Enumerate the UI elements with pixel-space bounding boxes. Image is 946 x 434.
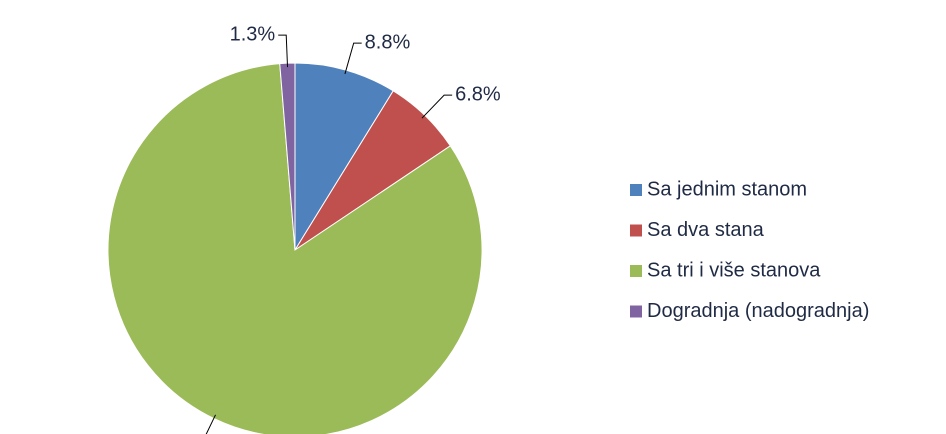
legend-swatch xyxy=(630,184,642,196)
leader-line xyxy=(205,414,216,434)
leader-line xyxy=(344,42,362,75)
data-label: 83.1% xyxy=(134,432,191,434)
legend-label: Sa tri i više stanova xyxy=(647,259,821,281)
leader-line xyxy=(278,34,289,68)
legend-label: Sa dva stana xyxy=(647,219,765,241)
data-label: 1.3% xyxy=(230,23,276,45)
data-label: 6.8% xyxy=(455,83,501,105)
legend-swatch xyxy=(630,224,642,237)
legend-swatch xyxy=(630,265,642,277)
leader-line xyxy=(421,94,453,119)
data-label: 8.8% xyxy=(365,31,411,53)
legend-swatch xyxy=(630,305,642,318)
legend-label: Dogradnja (nadogradnja) xyxy=(647,300,869,322)
legend-label: Sa jednim stanom xyxy=(647,178,807,200)
